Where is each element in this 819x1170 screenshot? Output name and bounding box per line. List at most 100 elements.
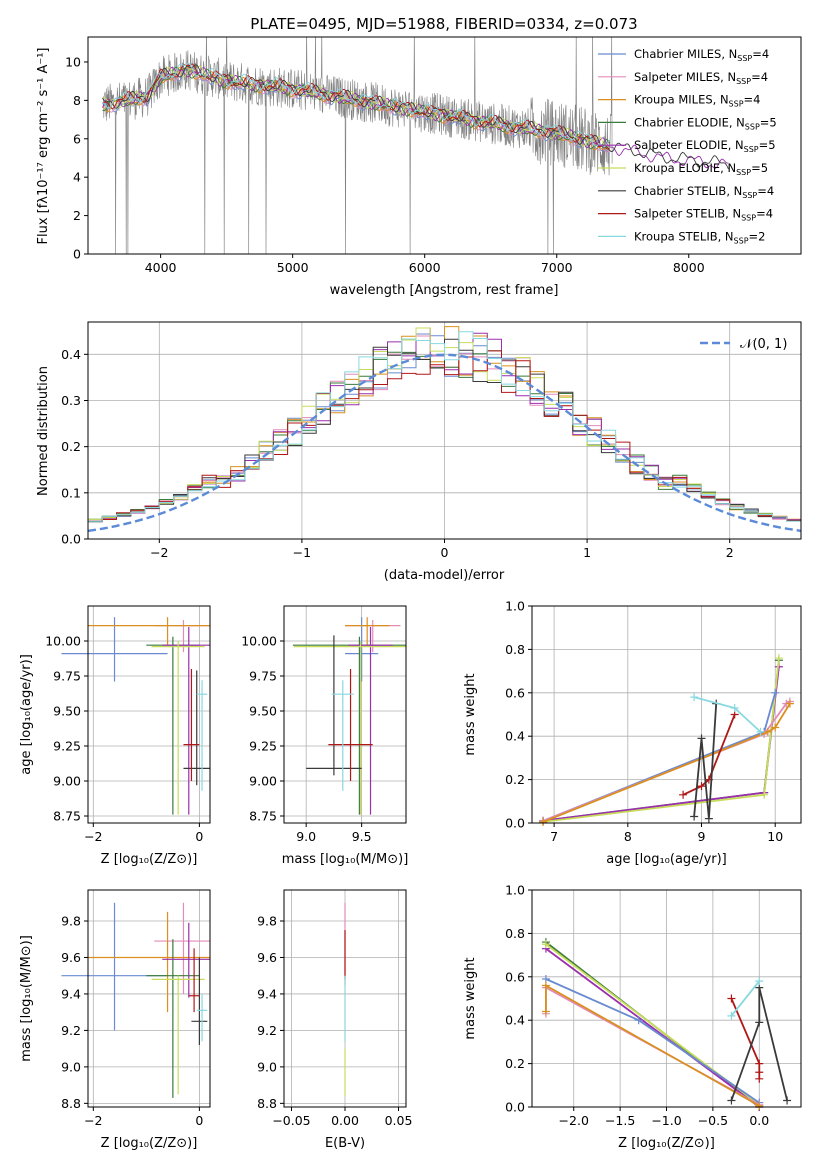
errorbar-point: [293, 641, 406, 815]
y-tick-label: 9.2: [61, 1023, 81, 1038]
z-weight-panel: −2.0 −1.5 −1.0 −0.5 0.0 0.0 0.2 0.4 0.6 0.8 1.0 Z […: [463, 883, 802, 1151]
weight-marker: [727, 1011, 736, 1020]
x-tick-label: 9.5: [352, 829, 372, 844]
weight-marker: [539, 817, 548, 826]
model-spectrum-line: [102, 66, 610, 151]
histogram-axes-frame: [87, 321, 802, 540]
model-spectrum-line: [102, 63, 610, 150]
x-tick-label: −2: [84, 1113, 102, 1128]
x-tick-label: 0: [195, 1113, 203, 1128]
x-tick-label: −1.0: [651, 1113, 681, 1128]
x-tick-label: 0.00: [331, 1113, 359, 1128]
weight-marker: [690, 812, 699, 821]
weight-marker: [679, 790, 688, 799]
weight-marker: [690, 693, 699, 702]
y-tick-label: 8: [73, 93, 81, 108]
y-tick-label: 4: [73, 170, 81, 185]
x-tick-label: 10: [767, 829, 783, 844]
y-tick-label: 10.00: [45, 634, 81, 649]
weight-line: [545, 983, 760, 1107]
weight-marker: [771, 723, 780, 732]
y-tick-label: 9.50: [53, 704, 81, 719]
weight-line: [693, 696, 762, 733]
weight-marker: [755, 1018, 764, 1027]
ebv-mass-panel: −0.05 0.00 0.05 8.8 9.0 9.2 9.4 9.6 9.8 E(B-V): [257, 889, 412, 1151]
legend-subscript: SSP: [745, 122, 760, 131]
x-tick-label: 2: [726, 545, 734, 560]
axes-frame: [531, 605, 802, 824]
grid: [284, 606, 406, 823]
histogram-step-line: [88, 331, 801, 522]
weight-series: [539, 662, 783, 825]
x-tick-label: −2: [150, 545, 168, 560]
y-tick-label: 0.2: [505, 1056, 525, 1071]
y-tick-label: 1.0: [505, 599, 525, 614]
x-axis-label: age [log₁₀(age/yr)]: [606, 852, 727, 867]
errorbar-point: [331, 680, 354, 791]
x-tick-label: −1: [293, 545, 311, 560]
errorbar-point: [191, 957, 208, 1045]
y-tick-label: 1.0: [505, 883, 525, 898]
legend-entry: Salpeter STELIB, NSSP=4: [634, 207, 773, 223]
x-tick-label: 7: [550, 829, 558, 844]
histogram-xlabel: (data-model)/error: [384, 568, 505, 583]
weight-marker: [727, 994, 736, 1003]
weight-series: [541, 981, 764, 1110]
weight-marker: [763, 727, 772, 736]
errorbar-point: [345, 617, 379, 682]
legend-tail: =5: [751, 161, 768, 175]
histogram-ylabel: Normed distribution: [36, 366, 51, 496]
weight-series: [727, 983, 792, 1105]
y-tick-label: 9.50: [249, 704, 277, 719]
legend-entry: Salpeter ELODIE, NSSP=5: [634, 138, 776, 154]
errorbar-point: [196, 993, 208, 1042]
weight-series: [690, 693, 765, 736]
y-tick-label: 8.8: [61, 1096, 81, 1111]
legend-tail: =4: [756, 207, 773, 221]
grid: [88, 890, 210, 1107]
y-tick-label: 9.2: [257, 1023, 277, 1038]
observed-spectrum: [102, 37, 613, 254]
y-tick-label: 9.6: [61, 950, 81, 965]
x-axis-label: mass [log₁₀(M/M⊙)]: [282, 852, 409, 867]
model-spectrum-line: [102, 65, 610, 148]
axes-frame: [283, 605, 407, 824]
mass-age-panel: 9.0 9.5 8.75 9.00 9.25 9.50 9.75 10.00 mass [log…: [241, 605, 409, 867]
legend-subscript: SSP: [729, 100, 744, 109]
weight-marker: [697, 734, 706, 743]
weight-line: [545, 947, 760, 1108]
legend-subscript: SSP: [741, 214, 756, 223]
y-tick-label: 9.4: [257, 986, 277, 1001]
legend-entry: Chabrier STELIB, NSSP=4: [634, 184, 774, 200]
errorbar-point: [162, 627, 210, 815]
y-axis-label: mass weight: [463, 673, 478, 755]
y-tick-label: 0.6: [505, 685, 525, 700]
weight-series: [541, 944, 764, 1111]
x-tick-label: 1: [583, 545, 591, 560]
x-tick-label: 9.0: [296, 829, 316, 844]
spectrum-panel: PLATE=0495, MJD=51988, FIBERID=0334, z=0…: [36, 15, 802, 298]
y-axis-label: mass weight: [463, 957, 478, 1039]
y-tick-label: 0.0: [61, 532, 81, 547]
x-tick-label: −0.05: [272, 1113, 310, 1128]
weight-line: [542, 700, 791, 822]
errorbar-point: [183, 669, 200, 781]
legend-entry: Kroupa ELODIE, NSSP=5: [634, 161, 768, 177]
weight-series: [539, 688, 780, 825]
axes-frame: [87, 889, 211, 1108]
grid: [88, 606, 210, 823]
weight-marker: [755, 1101, 764, 1110]
errorbar-point: [196, 680, 208, 791]
y-tick-label: 0.4: [61, 347, 81, 362]
errorbar-point: [188, 948, 200, 1013]
y-tick-label: 8.75: [53, 809, 81, 824]
legend-subscript: SSP: [742, 191, 757, 200]
spectrum-axes-frame: [87, 36, 802, 255]
legend-label: Salpeter ELODIE, N: [634, 138, 744, 152]
weight-series: [690, 699, 721, 823]
x-tick-label: −0.5: [698, 1113, 728, 1128]
histogram-step-line: [88, 350, 801, 522]
y-tick-label: 0.8: [505, 642, 525, 657]
y-tick-label: 9.6: [257, 950, 277, 965]
spectrum-xlabel: wavelength [Angstrom, rest frame]: [330, 283, 559, 298]
